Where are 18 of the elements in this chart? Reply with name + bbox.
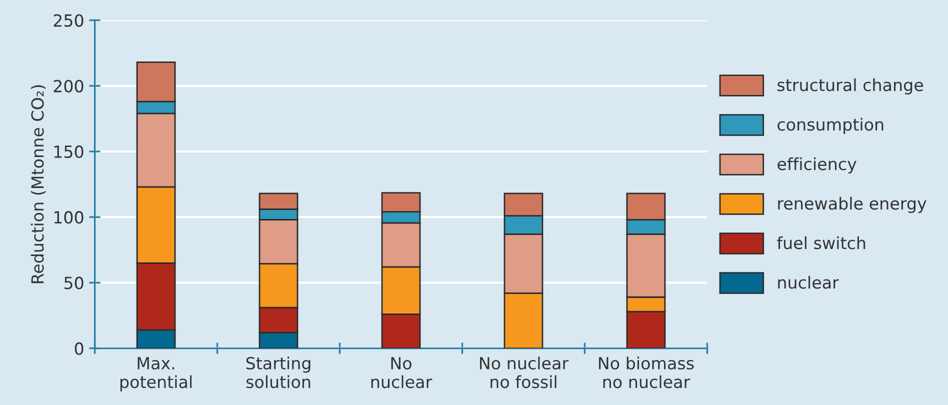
legend-label: nuclear xyxy=(778,276,839,289)
y-tick-label: 150 xyxy=(54,145,84,158)
legend-label: structural change xyxy=(778,78,924,94)
x-tick-label: No nuclear no fossil xyxy=(480,356,569,388)
x-tick-label: No biomass no nuclear xyxy=(599,356,694,388)
legend-label: consumption xyxy=(778,118,884,134)
x-tick-label: Max. potential xyxy=(120,357,192,392)
y-axis-title: Reduction (Mtonne CO₂) xyxy=(30,85,46,284)
legend-label: fuel switch xyxy=(777,236,866,250)
y-tick-label: 0 xyxy=(74,342,84,355)
x-tick-label: No nuclear xyxy=(371,357,432,388)
y-tick-label: 50 xyxy=(64,276,84,290)
x-tick-label: Starting solution xyxy=(246,356,310,388)
y-tick-label: 100 xyxy=(54,211,84,224)
y-tick-label: 200 xyxy=(54,80,84,92)
y-tick-label: 250 xyxy=(54,14,84,27)
legend-label: efficiency xyxy=(778,157,856,174)
legend-label: renewable energy xyxy=(778,196,926,213)
